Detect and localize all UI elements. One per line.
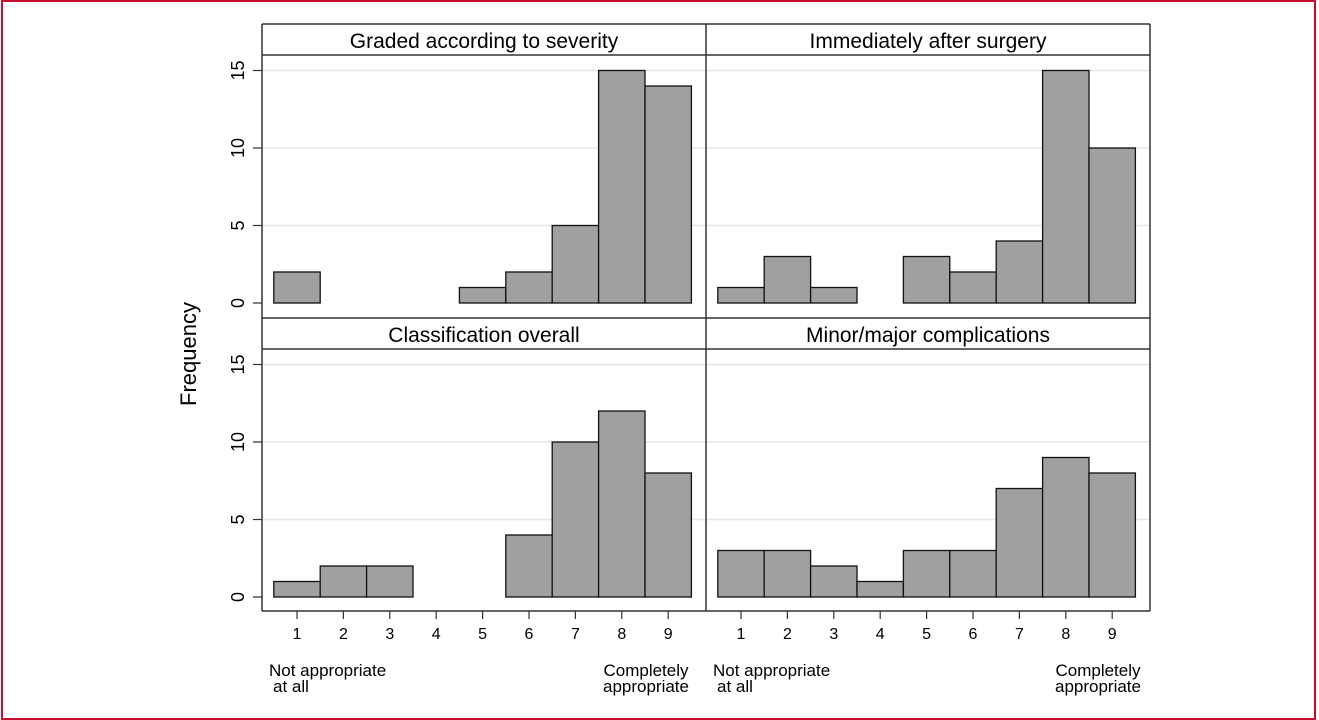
x-tick-label: 7 xyxy=(571,626,580,643)
y-tick-label: 15 xyxy=(228,354,248,374)
y-tick-label: 15 xyxy=(228,60,248,80)
x-tick-label: 1 xyxy=(293,626,302,643)
histogram-bar xyxy=(995,487,1044,598)
x-tick-label: 2 xyxy=(339,626,348,643)
x-tick-label: 9 xyxy=(664,626,673,643)
x-tick-label: 9 xyxy=(1108,626,1117,643)
histogram-bar xyxy=(505,271,553,304)
panel-frames-layer xyxy=(253,23,1151,619)
histogram-bar xyxy=(1088,147,1137,304)
panel-title: Classification overall xyxy=(388,324,579,347)
histogram-bar xyxy=(763,549,812,598)
x-tick-label: 2 xyxy=(783,626,792,643)
y-tick-label: 10 xyxy=(228,138,248,158)
histogram-bar xyxy=(763,255,812,304)
panel-title: Immediately after surgery xyxy=(810,30,1047,53)
histogram-bar xyxy=(597,410,646,598)
x-tick-label: 8 xyxy=(1061,626,1070,643)
x-tick-label: 4 xyxy=(432,626,441,643)
bars-layer xyxy=(273,69,1137,598)
histogram-bar xyxy=(1041,456,1090,598)
histogram-bar xyxy=(458,286,507,304)
histogram-bar xyxy=(365,565,414,598)
x-tick-label: 6 xyxy=(525,626,534,643)
histogram-bar xyxy=(505,534,553,598)
histogram-bar xyxy=(273,580,321,598)
histogram-bar xyxy=(995,240,1044,304)
histogram-bar xyxy=(319,565,368,598)
histogram-bar xyxy=(717,286,765,304)
histogram-bar xyxy=(644,472,693,598)
histogram-bar xyxy=(902,255,951,304)
y-axis-label: Frequency xyxy=(176,302,201,406)
x-end-label: Not appropriate xyxy=(269,661,386,680)
x-tick-label: 5 xyxy=(478,626,487,643)
x-tick-label: 4 xyxy=(876,626,885,643)
histogram-bar xyxy=(902,549,951,598)
histogram-bar xyxy=(809,286,858,304)
histogram-bar xyxy=(597,69,646,304)
histogram-bar xyxy=(273,271,321,304)
histogram-bar xyxy=(1041,69,1090,304)
histogram-bar xyxy=(717,549,765,598)
x-end-label: Completely xyxy=(1055,661,1141,680)
y-tick-label: 5 xyxy=(228,220,248,230)
x-end-label: at all xyxy=(717,677,753,696)
y-tick-label: 10 xyxy=(228,432,248,452)
x-end-label: appropriate xyxy=(1055,677,1141,696)
histogram-bar xyxy=(551,441,600,598)
x-end-label: appropriate xyxy=(603,677,689,696)
histogram-bar xyxy=(949,549,997,598)
histogram-panel-grid: Graded according to severity051015Immedi… xyxy=(176,23,1151,696)
x-tick-label: 6 xyxy=(969,626,978,643)
x-tick-label: 1 xyxy=(737,626,746,643)
x-end-label: Not appropriate xyxy=(713,661,830,680)
panel-title: Graded according to severity xyxy=(350,30,619,53)
histogram-bar xyxy=(949,271,997,304)
histogram-bar xyxy=(1088,472,1137,598)
y-tick-label: 0 xyxy=(228,592,248,602)
labels-layer: Graded according to severity051015Immedi… xyxy=(228,30,1141,696)
y-tick-label: 0 xyxy=(228,298,248,308)
histogram-bar xyxy=(856,580,905,598)
y-tick-label: 5 xyxy=(228,514,248,524)
x-tick-label: 3 xyxy=(385,626,394,643)
x-tick-label: 5 xyxy=(922,626,931,643)
x-tick-label: 8 xyxy=(617,626,626,643)
histogram-bar xyxy=(809,565,858,598)
x-end-label: Completely xyxy=(603,661,689,680)
histogram-bar xyxy=(551,224,600,304)
x-tick-label: 7 xyxy=(1015,626,1024,643)
panel-title: Minor/major complications xyxy=(806,324,1050,347)
x-end-label: at all xyxy=(273,677,309,696)
x-tick-label: 3 xyxy=(829,626,838,643)
histogram-bar xyxy=(644,85,693,304)
